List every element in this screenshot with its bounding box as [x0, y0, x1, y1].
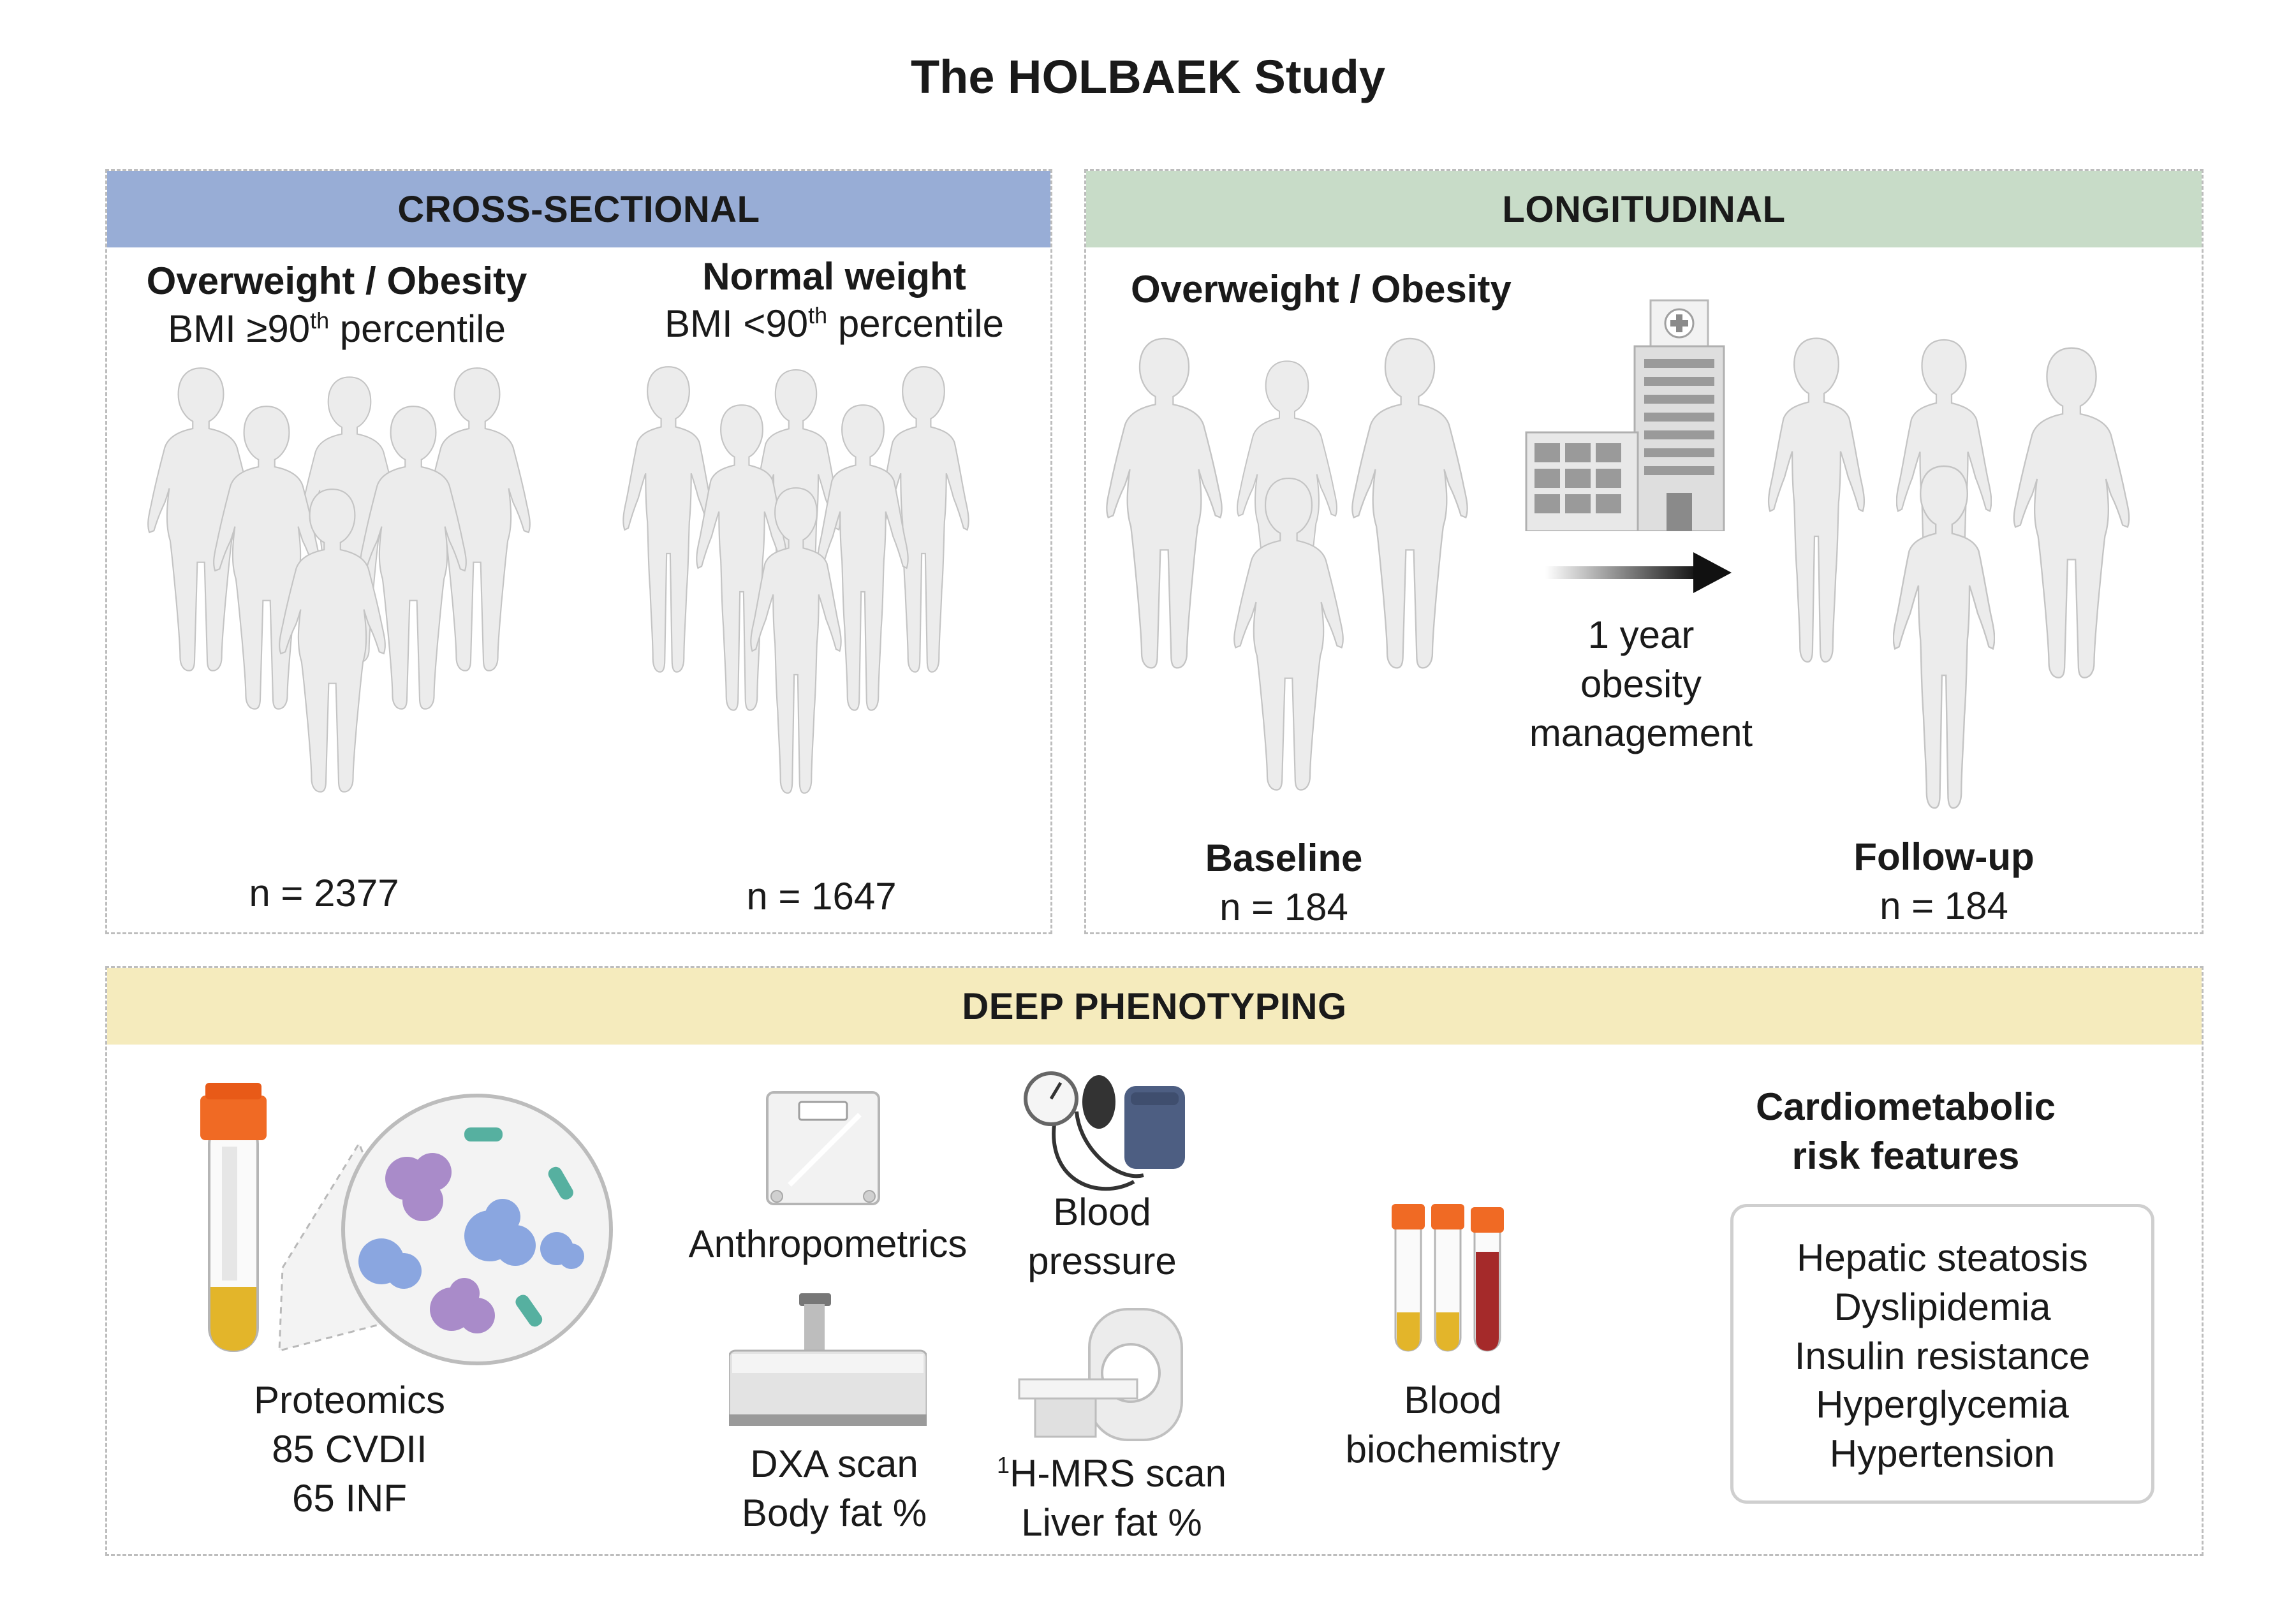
child-figure-icon — [2011, 343, 2132, 687]
biochemistry-label: Blood biochemistry — [1319, 1376, 1587, 1474]
child-figure-icon — [1893, 458, 1995, 821]
normal-bmi-prefix: BMI <90 — [665, 302, 809, 345]
deep-phenotyping-panel: DEEP PHENOTYPING Proteomics 85 CVDII 65 … — [105, 966, 2204, 1556]
cross-sectional-header-label: CROSS-SECTIONAL — [397, 188, 760, 230]
blood-pressure-cuff-icon — [1024, 1071, 1185, 1191]
blood-tube-icon — [200, 1083, 267, 1352]
child-figure-icon — [1233, 458, 1344, 815]
child-figure-icon — [748, 483, 844, 802]
child-figure-icon — [1351, 334, 1469, 678]
proteomics-line: 85 CVDII — [272, 1427, 427, 1471]
page-title: The HOLBAEK Study — [910, 50, 1386, 103]
normal-weight-label: Normal weight — [702, 255, 966, 298]
proteomics-illustration — [200, 1083, 613, 1365]
hospital-icon — [1525, 299, 1725, 531]
mri-scanner-icon — [1018, 1308, 1183, 1441]
risk-item: Hypertension — [1829, 1432, 2056, 1476]
normal-bmi-sup: th — [808, 302, 828, 328]
protein-icon — [358, 1127, 584, 1333]
mrs-line2: Liver fat % — [1021, 1501, 1202, 1544]
overweight-n: n = 2377 — [249, 872, 399, 914]
cross-sectional-header: CROSS-SECTIONAL — [107, 171, 1050, 247]
overweight-bmi-sup: th — [310, 307, 330, 334]
proteomics-line: Proteomics — [253, 1379, 446, 1421]
normal-weight-n: n = 1647 — [746, 875, 897, 918]
followup-label: Follow-up — [1853, 835, 2035, 878]
deep-phenotyping-header: DEEP PHENOTYPING — [107, 968, 2202, 1045]
longitudinal-header-label: LONGITUDINAL — [1502, 188, 1786, 230]
risk-item: Hepatic steatosis — [1797, 1236, 2088, 1279]
proteomics-label: Proteomics 85 CVDII 65 INF — [216, 1376, 483, 1523]
blood-pressure-line: pressure — [1027, 1239, 1177, 1282]
dxa-label: DXA scan Body fat % — [713, 1440, 955, 1538]
intervention-line: 1 year — [1587, 613, 1695, 656]
cross-sectional-panel: CROSS-SECTIONAL Overweight / Obesity BMI… — [105, 169, 1052, 934]
anthropometrics-label: Anthropometrics — [688, 1222, 968, 1265]
child-figure-icon — [1105, 334, 1223, 678]
blood-pressure-line: Blood — [1053, 1191, 1151, 1233]
dxa-line: DXA scan — [750, 1442, 918, 1485]
intervention-line: management — [1529, 711, 1753, 754]
blood-tube-icon — [1392, 1204, 1504, 1352]
risk-title-line: Cardiometabolic — [1755, 1085, 2056, 1128]
dxa-line: Body fat % — [741, 1491, 927, 1534]
risk-item: Insulin resistance — [1794, 1334, 2091, 1377]
overweight-bmi-suffix: percentile — [329, 307, 506, 350]
baseline-n: n = 184 — [1219, 885, 1348, 928]
biochemistry-line: biochemistry — [1345, 1427, 1561, 1471]
risk-features-box: Hepatic steatosis Dyslipidemia Insulin r… — [1730, 1204, 2154, 1504]
followup-n: n = 184 — [1880, 884, 2008, 927]
baseline-block: Baseline n = 184 — [1169, 834, 1399, 932]
child-figure-icon — [1765, 334, 1867, 671]
biochemistry-line: Blood — [1404, 1379, 1502, 1421]
overweight-bmi-prefix: BMI ≥90 — [168, 307, 311, 350]
risk-features-title: Cardiometabolic risk features — [1740, 1083, 2072, 1181]
risk-item: Dyslipidemia — [1834, 1285, 2051, 1328]
intervention-label: 1 year obesity management — [1507, 611, 1775, 758]
child-figure-icon — [278, 483, 386, 802]
normal-bmi-suffix: percentile — [827, 302, 1004, 345]
overweight-bmi: BMI ≥90th percentile — [133, 305, 541, 354]
scale-icon — [766, 1091, 880, 1205]
intervention-line: obesity — [1580, 662, 1702, 705]
mrs-line1: 1H-MRS scan — [984, 1449, 1239, 1499]
followup-block: Follow-up n = 184 — [1829, 833, 2059, 931]
risk-item: Hyperglycemia — [1816, 1383, 2069, 1427]
mrs-sup: 1 — [996, 1452, 1010, 1478]
baseline-label: Baseline — [1205, 837, 1363, 879]
longitudinal-panel: LONGITUDINAL Overweight / Obesity — [1084, 169, 2204, 934]
risk-title-line: risk features — [1792, 1134, 2020, 1177]
longitudinal-header: LONGITUDINAL — [1086, 171, 2202, 247]
blood-pressure-label: Blood pressure — [987, 1188, 1217, 1286]
longitudinal-group-label: Overweight / Obesity — [1131, 268, 1512, 311]
proteomics-line: 65 INF — [291, 1476, 408, 1520]
deep-phenotyping-header-label: DEEP PHENOTYPING — [962, 985, 1347, 1027]
mrs-line1-text: H-MRS scan — [1009, 1452, 1227, 1495]
overweight-label: Overweight / Obesity — [146, 260, 527, 302]
mrs-label: 1H-MRS scan Liver fat % — [984, 1449, 1239, 1548]
arrow-right-icon — [1545, 552, 1732, 593]
dxa-scanner-icon — [729, 1293, 927, 1426]
risk-features-list: Hepatic steatosis Dyslipidemia Insulin r… — [1733, 1234, 2151, 1479]
normal-weight-bmi: BMI <90th percentile — [630, 300, 1038, 349]
